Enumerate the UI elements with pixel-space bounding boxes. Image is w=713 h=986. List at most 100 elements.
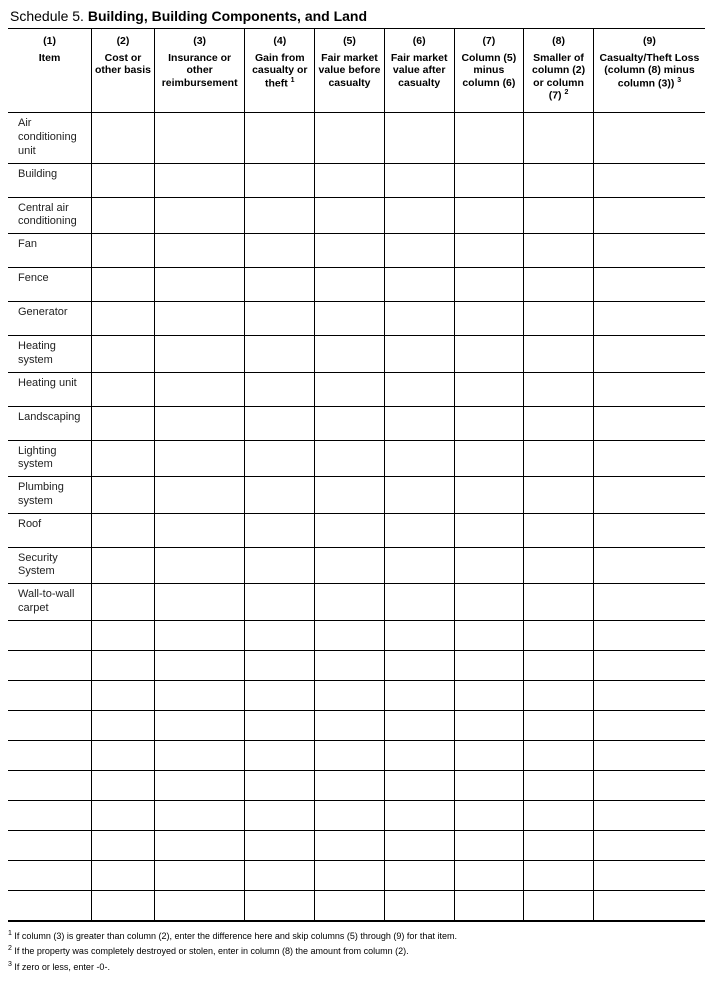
value-cell[interactable] (245, 547, 315, 584)
item-cell[interactable] (8, 710, 92, 740)
value-cell[interactable] (524, 302, 594, 336)
value-cell[interactable] (245, 800, 315, 830)
value-cell[interactable] (454, 547, 524, 584)
value-cell[interactable] (245, 620, 315, 650)
value-cell[interactable] (245, 477, 315, 514)
value-cell[interactable] (92, 372, 155, 406)
value-cell[interactable] (454, 163, 524, 197)
value-cell[interactable] (92, 234, 155, 268)
value-cell[interactable] (245, 584, 315, 621)
value-cell[interactable] (154, 336, 245, 373)
value-cell[interactable] (593, 860, 705, 890)
value-cell[interactable] (315, 477, 385, 514)
value-cell[interactable] (593, 268, 705, 302)
value-cell[interactable] (454, 584, 524, 621)
value-cell[interactable] (315, 513, 385, 547)
value-cell[interactable] (92, 197, 155, 234)
value-cell[interactable] (245, 740, 315, 770)
value-cell[interactable] (593, 163, 705, 197)
value-cell[interactable] (524, 513, 594, 547)
value-cell[interactable] (154, 234, 245, 268)
value-cell[interactable] (315, 547, 385, 584)
value-cell[interactable] (593, 113, 705, 163)
value-cell[interactable] (524, 890, 594, 920)
value-cell[interactable] (384, 890, 454, 920)
value-cell[interactable] (593, 302, 705, 336)
value-cell[interactable] (454, 113, 524, 163)
value-cell[interactable] (524, 547, 594, 584)
value-cell[interactable] (454, 336, 524, 373)
value-cell[interactable] (92, 547, 155, 584)
value-cell[interactable] (315, 620, 385, 650)
value-cell[interactable] (245, 268, 315, 302)
value-cell[interactable] (315, 406, 385, 440)
value-cell[interactable] (524, 477, 594, 514)
value-cell[interactable] (92, 800, 155, 830)
value-cell[interactable] (92, 440, 155, 477)
value-cell[interactable] (245, 197, 315, 234)
value-cell[interactable] (524, 710, 594, 740)
value-cell[interactable] (524, 268, 594, 302)
value-cell[interactable] (384, 406, 454, 440)
value-cell[interactable] (154, 268, 245, 302)
value-cell[interactable] (315, 890, 385, 920)
value-cell[interactable] (245, 680, 315, 710)
value-cell[interactable] (92, 336, 155, 373)
value-cell[interactable] (154, 197, 245, 234)
value-cell[interactable] (154, 547, 245, 584)
value-cell[interactable] (245, 163, 315, 197)
value-cell[interactable] (593, 620, 705, 650)
value-cell[interactable] (92, 268, 155, 302)
value-cell[interactable] (384, 710, 454, 740)
value-cell[interactable] (593, 336, 705, 373)
value-cell[interactable] (92, 477, 155, 514)
value-cell[interactable] (92, 620, 155, 650)
value-cell[interactable] (454, 406, 524, 440)
value-cell[interactable] (454, 800, 524, 830)
value-cell[interactable] (154, 890, 245, 920)
value-cell[interactable] (92, 860, 155, 890)
value-cell[interactable] (92, 740, 155, 770)
value-cell[interactable] (384, 372, 454, 406)
value-cell[interactable] (315, 800, 385, 830)
value-cell[interactable] (524, 113, 594, 163)
item-cell[interactable] (8, 770, 92, 800)
value-cell[interactable] (154, 584, 245, 621)
value-cell[interactable] (593, 440, 705, 477)
item-cell[interactable] (8, 830, 92, 860)
value-cell[interactable] (593, 406, 705, 440)
value-cell[interactable] (454, 477, 524, 514)
value-cell[interactable] (593, 740, 705, 770)
value-cell[interactable] (454, 268, 524, 302)
value-cell[interactable] (154, 860, 245, 890)
value-cell[interactable] (245, 650, 315, 680)
value-cell[interactable] (384, 830, 454, 860)
value-cell[interactable] (593, 680, 705, 710)
value-cell[interactable] (92, 513, 155, 547)
value-cell[interactable] (384, 336, 454, 373)
value-cell[interactable] (593, 372, 705, 406)
value-cell[interactable] (154, 800, 245, 830)
value-cell[interactable] (384, 163, 454, 197)
value-cell[interactable] (454, 680, 524, 710)
value-cell[interactable] (384, 268, 454, 302)
value-cell[interactable] (315, 710, 385, 740)
value-cell[interactable] (92, 890, 155, 920)
value-cell[interactable] (92, 584, 155, 621)
value-cell[interactable] (524, 584, 594, 621)
value-cell[interactable] (593, 234, 705, 268)
value-cell[interactable] (384, 302, 454, 336)
value-cell[interactable] (454, 650, 524, 680)
value-cell[interactable] (154, 372, 245, 406)
value-cell[interactable] (245, 513, 315, 547)
value-cell[interactable] (524, 680, 594, 710)
value-cell[interactable] (524, 770, 594, 800)
value-cell[interactable] (154, 620, 245, 650)
value-cell[interactable] (384, 620, 454, 650)
value-cell[interactable] (524, 163, 594, 197)
value-cell[interactable] (593, 477, 705, 514)
value-cell[interactable] (315, 650, 385, 680)
value-cell[interactable] (154, 710, 245, 740)
value-cell[interactable] (245, 830, 315, 860)
item-cell[interactable] (8, 860, 92, 890)
